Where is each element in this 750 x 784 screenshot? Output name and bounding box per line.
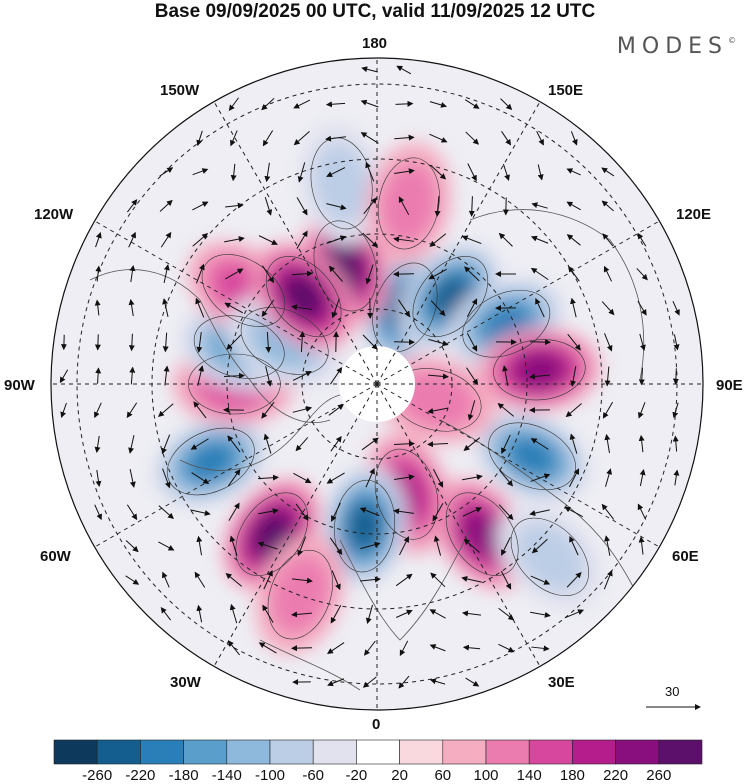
- colorbar-tick-label: 60: [434, 767, 451, 784]
- colorbar-swatch: [313, 740, 356, 764]
- lon-label-90w: 90W: [4, 377, 35, 394]
- colorbar-tick-label: -20: [346, 767, 368, 784]
- colorbar-swatch: [616, 740, 659, 764]
- lon-label-90e: 90E: [716, 377, 743, 394]
- colorbar-swatch: [572, 740, 615, 764]
- colorbar-tick-label: 220: [603, 767, 628, 784]
- colorbar: [54, 740, 702, 764]
- lon-label-180: 180: [362, 35, 387, 52]
- colorbar-swatch: [54, 740, 97, 764]
- colorbar-swatch: [227, 740, 270, 764]
- colorbar-swatch: [659, 740, 702, 764]
- wind-vector: [292, 648, 312, 649]
- lon-label-150w: 150W: [160, 82, 199, 99]
- lon-label-0: 0: [372, 716, 380, 733]
- lon-label-120w: 120W: [34, 206, 73, 223]
- colorbar-tick-label: 20: [391, 767, 408, 784]
- colorbar-swatch: [443, 740, 486, 764]
- colorbar-tick-label: -220: [125, 767, 155, 784]
- lon-label-30e: 30E: [548, 674, 575, 691]
- colorbar-swatch: [184, 740, 227, 764]
- map-disc: [40, 50, 720, 730]
- colorbar-swatch: [140, 740, 183, 764]
- colorbar-swatch: [270, 740, 313, 764]
- wind-vector: [676, 368, 677, 383]
- lon-label-150e: 150E: [548, 82, 583, 99]
- wind-vector: [98, 334, 99, 349]
- wind-vector: [394, 274, 414, 275]
- lon-label-60w: 60W: [40, 548, 71, 565]
- lon-label-60e: 60E: [672, 548, 699, 565]
- colorbar-tick-label: -260: [82, 767, 112, 784]
- wind-vector: [394, 342, 414, 343]
- colorbar-tick-label: 100: [473, 767, 498, 784]
- lon-label-120e: 120E: [676, 206, 711, 223]
- colorbar-tick-label: -60: [302, 767, 324, 784]
- colorbar-swatch: [529, 740, 572, 764]
- colorbar-tick-label: 140: [517, 767, 542, 784]
- colorbar-swatch: [486, 740, 529, 764]
- colorbar-tick-label: 260: [646, 767, 671, 784]
- colorbar-tick-label: 180: [560, 767, 585, 784]
- colorbar-swatch: [97, 740, 140, 764]
- lon-label-30w: 30W: [170, 674, 201, 691]
- colorbar-swatch: [400, 740, 443, 764]
- colorbar-tick-label: -100: [255, 767, 285, 784]
- reference-vector-label: 30: [665, 684, 679, 699]
- colorbar-tick-label: -140: [212, 767, 242, 784]
- colorbar-tick-label: -180: [169, 767, 199, 784]
- colorbar-swatch: [356, 740, 399, 764]
